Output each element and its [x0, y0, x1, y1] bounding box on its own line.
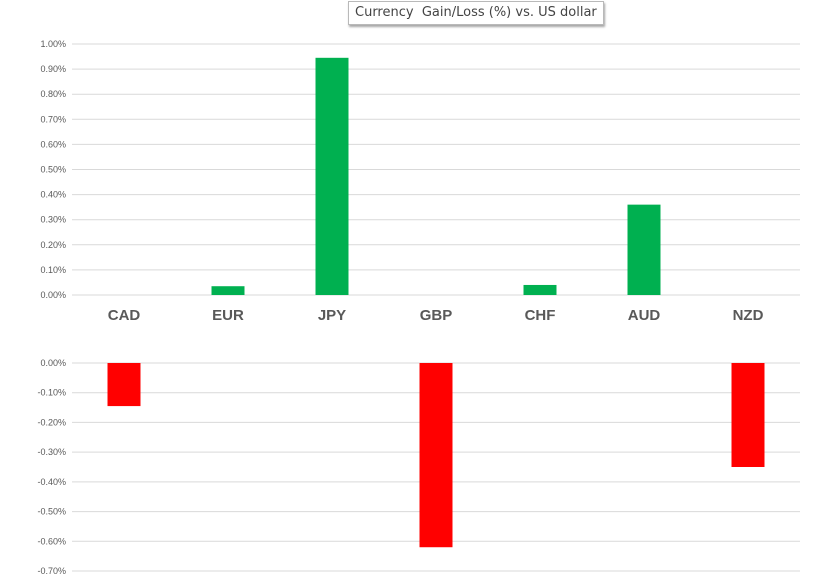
chart-title: Currency Gain/Loss (%) vs. US dollar: [348, 1, 604, 25]
x-tick-label: CHF: [525, 307, 556, 324]
y-tick-label: -0.10%: [37, 388, 66, 398]
y-tick-label: 1.00%: [40, 39, 66, 49]
gain-panel: 0.00% 0.10% 0.20% 0.30% 0.40% 0.50% 0.60% 0.70%…: [40, 39, 800, 324]
y-tick-label: 0.60%: [40, 139, 66, 149]
bar-aud: [627, 204, 661, 295]
y-tick-label: -0.70%: [37, 566, 66, 576]
y-tick-label: 0.10%: [40, 265, 66, 275]
bar-cad: [107, 363, 141, 407]
x-tick-label: GBP: [420, 307, 453, 324]
y-tick-label: -0.60%: [37, 536, 66, 546]
bar-jpy: [315, 57, 349, 296]
y-tick-label: -0.50%: [37, 507, 66, 517]
x-tick-label: EUR: [212, 307, 244, 324]
y-tick-label: 0.70%: [40, 114, 66, 124]
y-tick-label: -0.30%: [37, 447, 66, 457]
y-tick-label: 0.40%: [40, 190, 66, 200]
y-tick-label: 0.00%: [40, 290, 66, 300]
y-tick-label: 0.20%: [40, 240, 66, 250]
y-tick-label: -0.20%: [37, 417, 66, 427]
y-tick-label: 0.50%: [40, 165, 66, 175]
bar-gbp: [419, 363, 453, 548]
y-tick-label: 0.00%: [40, 358, 66, 368]
x-tick-label: AUD: [628, 307, 661, 324]
x-tick-label: NZD: [733, 307, 764, 324]
bar-chf: [523, 284, 557, 295]
y-tick-label: -0.40%: [37, 477, 66, 487]
bar-eur: [211, 286, 245, 295]
y-tick-label: 0.30%: [40, 215, 66, 225]
x-tick-label: CAD: [108, 307, 141, 324]
x-tick-label: JPY: [318, 307, 346, 324]
y-tick-label: 0.90%: [40, 64, 66, 74]
y-tick-label: 0.80%: [40, 89, 66, 99]
bar-nzd: [731, 363, 765, 467]
loss-panel: 0.00% -0.10% -0.20% -0.30% -0.40% -0.50% -0.60…: [37, 358, 800, 576]
